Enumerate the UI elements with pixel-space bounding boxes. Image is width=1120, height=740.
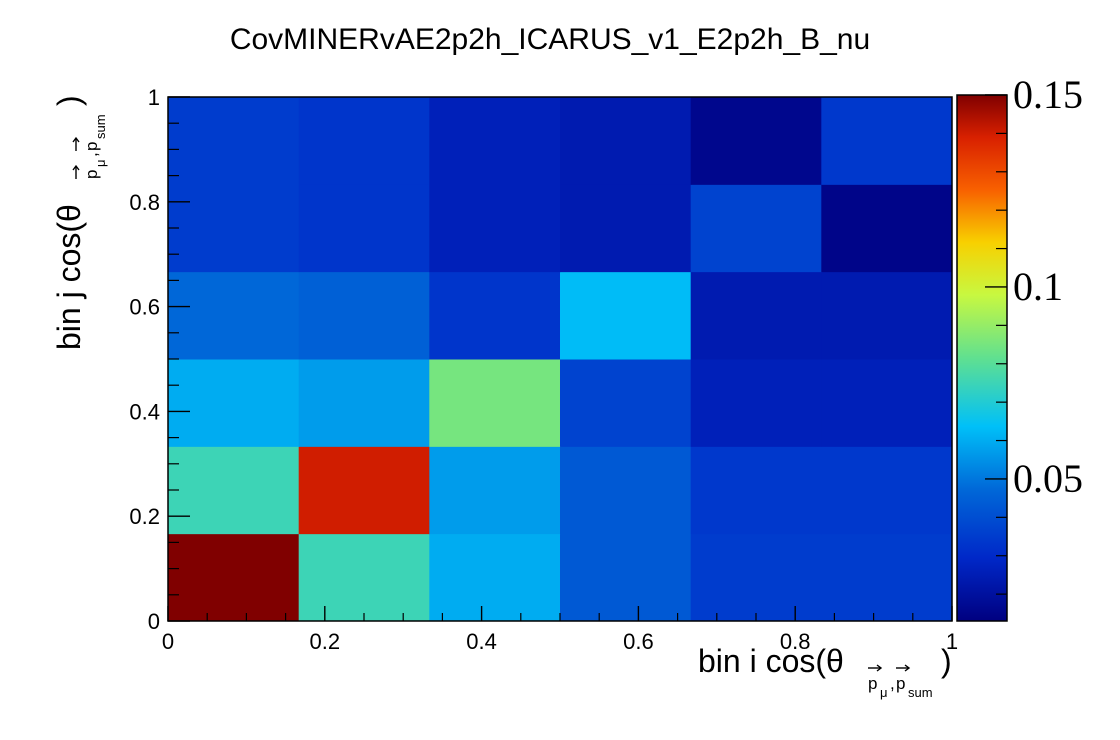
heatmap-cell	[298, 446, 430, 535]
x-axis-label-main: bin i cos(θ	[698, 643, 844, 679]
x-tick-label: 0	[162, 629, 174, 654]
heatmap-cell	[690, 446, 822, 535]
axes: 0 0.2 0.4 0.6 0.8 1 0 0.2 0.4 0.6 0.8 1	[129, 85, 958, 654]
heatmap-cell	[168, 271, 300, 360]
x-axis-label-close: )	[941, 643, 952, 679]
y-tick-label: 0.4	[129, 399, 160, 424]
heatmap-cell	[298, 184, 430, 273]
heatmap-cell	[821, 271, 953, 360]
heatmap-cell	[560, 446, 692, 535]
heatmap-cell	[429, 359, 561, 447]
x-axis-label-sub-sum: sum	[908, 685, 933, 700]
heatmap-cells	[168, 97, 953, 622]
x-axis-label-arrowhead-2	[904, 664, 911, 672]
color-scale-bar	[956, 94, 1008, 622]
heatmap-cell	[821, 533, 953, 622]
heatmap-cell	[168, 446, 300, 535]
heatmap-cell	[429, 533, 561, 622]
heatmap-cell	[690, 533, 822, 622]
heatmap-cell	[298, 97, 430, 185]
y-axis-label-sub-sum: sum	[93, 114, 108, 139]
heatmap-cell	[690, 359, 822, 447]
heatmap-cell	[560, 271, 692, 360]
x-axis-label-arrowhead-1	[876, 664, 883, 672]
chart-title: CovMINERvAE2p2h_ICARUS_v1_E2p2h_B_nu	[230, 23, 870, 56]
y-tick-label: 0	[148, 609, 160, 634]
heatmap-cell	[429, 446, 561, 535]
z-tick-label: 0.1	[1013, 264, 1063, 309]
x-tick-label: 0.4	[466, 629, 497, 654]
heatmap-cell	[429, 97, 561, 185]
heatmap-cell	[429, 271, 561, 360]
heatmap-cell	[690, 97, 822, 185]
x-axis-label: bin i cos(θ p μ , p sum )	[698, 643, 952, 700]
y-axis-label: bin j cos(θ p μ , p sum )	[51, 95, 108, 350]
y-axis-label-sub-p2: p	[82, 142, 101, 151]
heatmap-cell	[821, 184, 953, 273]
y-axis-label-sub-mu: μ	[93, 160, 108, 168]
heatmap-cell	[690, 184, 822, 273]
y-axis-label-arrowhead-2	[72, 136, 80, 143]
heatmap-cell	[168, 533, 300, 622]
y-tick-label: 0.6	[129, 295, 160, 320]
heatmap-cell	[821, 446, 953, 535]
heatmap-cell	[560, 359, 692, 447]
y-axis-label-sub-comma: ,	[82, 152, 101, 157]
y-axis-label-close: )	[51, 95, 87, 106]
heatmap-cell	[298, 271, 430, 360]
heatmap-cell	[821, 97, 953, 185]
x-axis-label-sub-mu: μ	[880, 685, 888, 700]
heatmap-cell	[690, 271, 822, 360]
y-axis-label-arrowhead-1	[72, 164, 80, 171]
y-tick-label: 1	[148, 85, 160, 110]
heatmap-cell	[560, 97, 692, 185]
heatmap-cell	[168, 97, 300, 185]
y-axis-label-main: bin j cos(θ	[51, 204, 87, 350]
x-axis-label-sub-p2: p	[896, 674, 905, 693]
z-tick-label: 0.15	[1013, 72, 1083, 117]
y-tick-label: 0.8	[129, 190, 160, 215]
x-axis-label-sub-p: p	[868, 674, 877, 693]
heatmap-cell	[821, 359, 953, 447]
heatmap-cell	[168, 184, 300, 273]
y-axis-label-sub-p: p	[82, 170, 101, 179]
z-tick-label: 0.05	[1013, 456, 1083, 501]
x-tick-label: 0.8	[780, 629, 811, 654]
heatmap-cell	[298, 359, 430, 447]
heatmap-cell	[429, 184, 561, 273]
heatmap-cell	[298, 533, 430, 622]
heatmap-cell	[560, 184, 692, 273]
x-tick-label: 1	[946, 629, 958, 654]
color-scale-axis: 0.05 0.1 0.15	[985, 72, 1083, 595]
x-tick-label: 0.2	[310, 629, 341, 654]
x-axis-label-sub-comma: ,	[890, 674, 895, 693]
heatmap-cell	[168, 359, 300, 447]
y-tick-label: 0.2	[129, 504, 160, 529]
x-tick-label: 0.6	[623, 629, 654, 654]
heatmap-cell	[560, 533, 692, 622]
